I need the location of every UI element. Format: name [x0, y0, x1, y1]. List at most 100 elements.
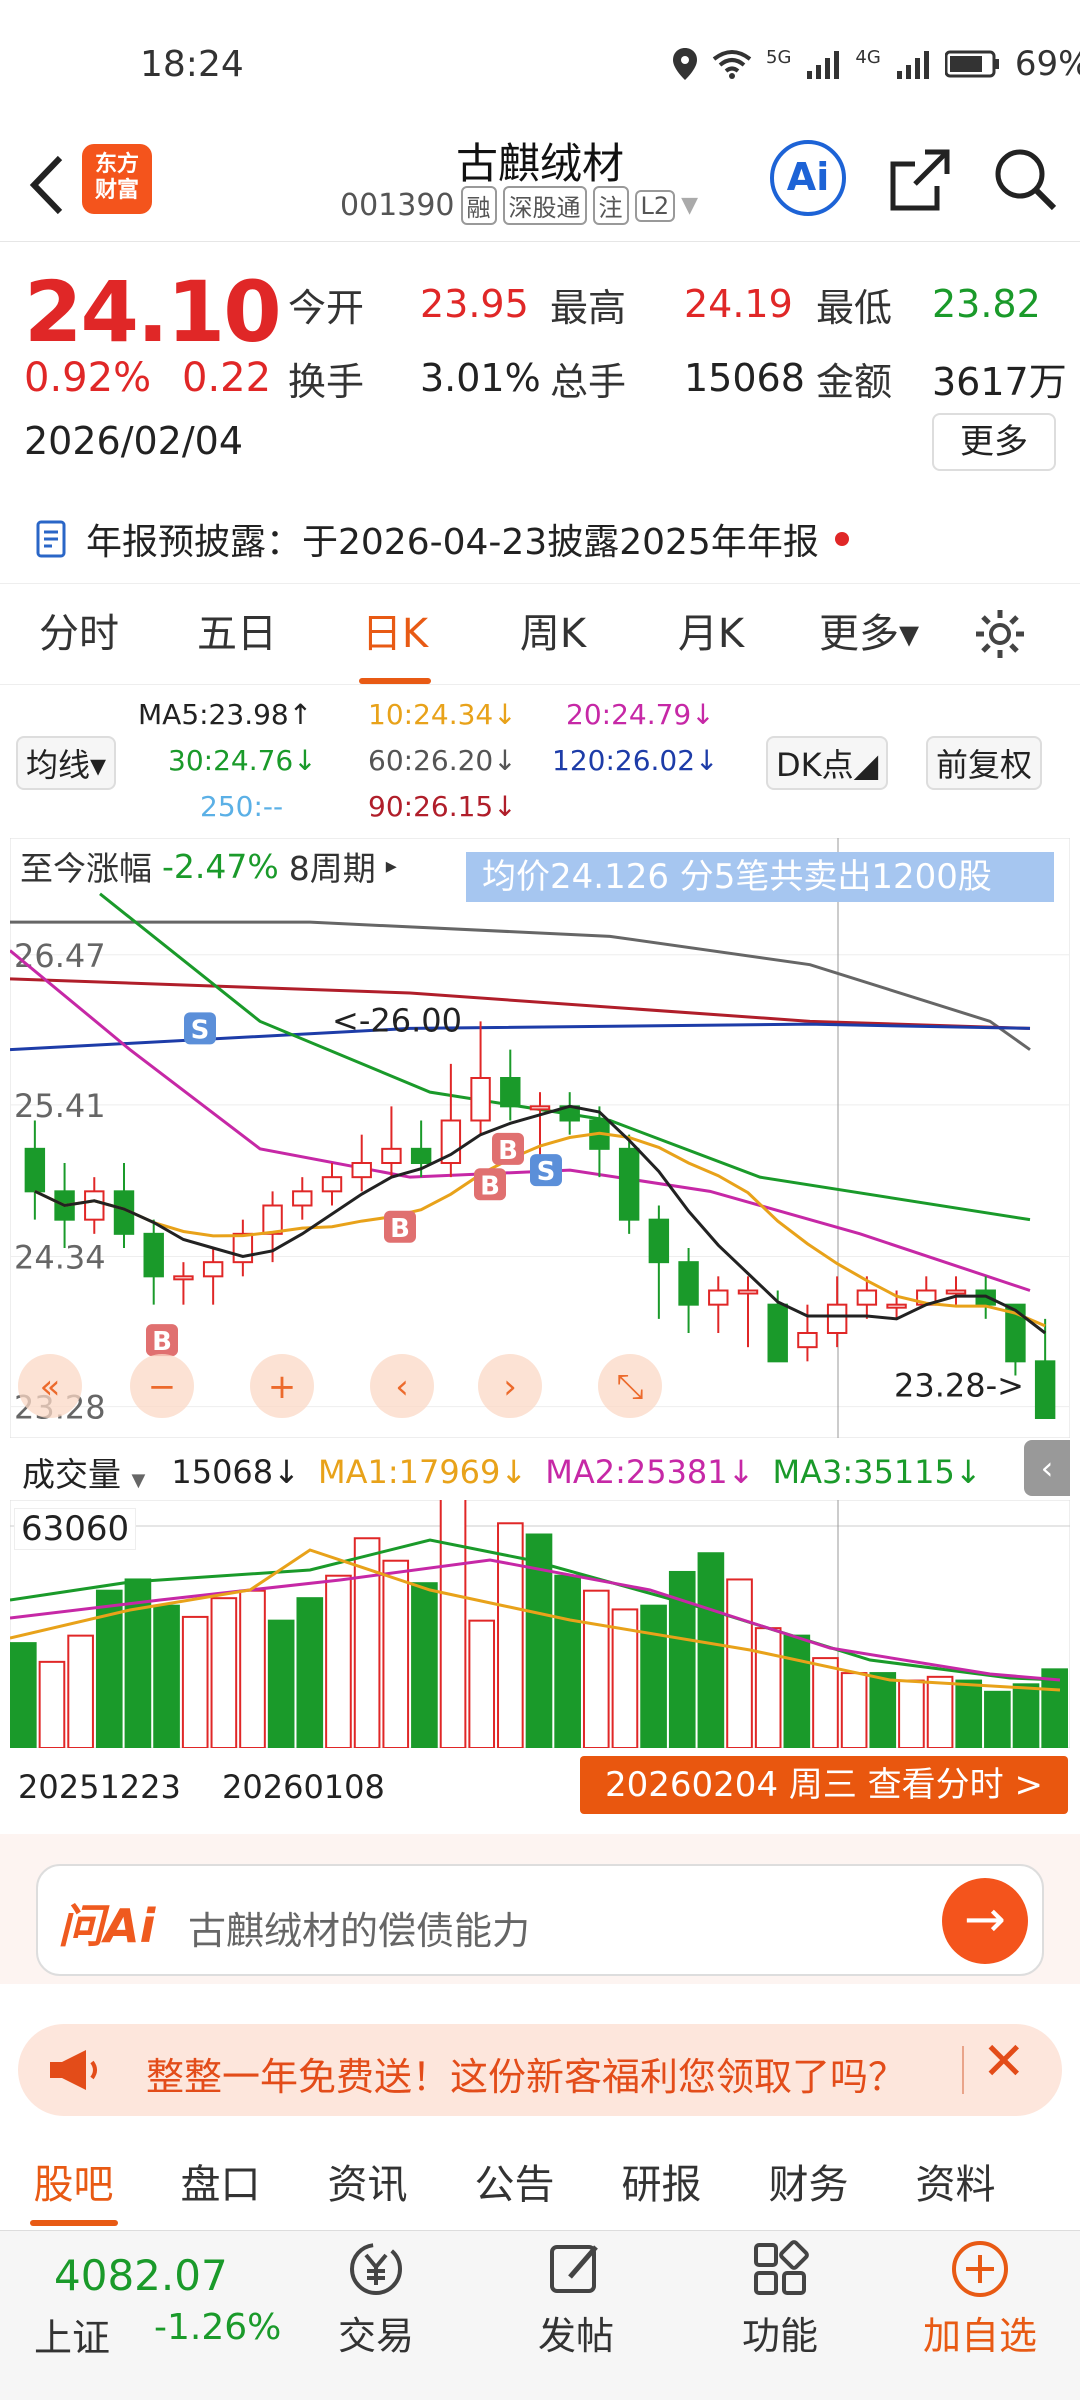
trade-button[interactable]: 交易 [296, 2237, 456, 2360]
tab-weekly-k[interactable]: 周K [519, 611, 587, 657]
stock-name: 古麒绒材 [455, 139, 624, 188]
promo-close-icon[interactable]: ✕ [982, 2032, 1026, 2092]
tab-guba[interactable]: 股吧 [0, 2140, 147, 2230]
ma20-value: 20:24.79↓ [566, 698, 715, 731]
volume-bar [640, 1604, 667, 1748]
chart-nav-control[interactable]: − [130, 1354, 194, 1418]
candle-body [1005, 1303, 1026, 1363]
volume-bar [754, 1627, 782, 1748]
ma-selector-button[interactable]: 均线▾ [16, 736, 117, 790]
ask-ai-submit-button[interactable]: → [942, 1878, 1028, 1964]
candle-body [886, 1303, 907, 1309]
promo-text: 整整一年免费送！这份新客福利您领取了吗？ [146, 2055, 907, 2099]
ma10-value: 10:24.34↓ [368, 698, 517, 731]
trade-marker [146, 1324, 178, 1357]
app-logo[interactable]: 东方 财富 [82, 144, 152, 214]
promo-banner[interactable]: 整整一年免费送！这份新客福利您领取了吗？ ✕ [18, 2024, 1062, 2116]
period-performance[interactable]: 至今涨幅 -2.47% 8周期 ▸ [20, 842, 397, 890]
post-button[interactable]: 发帖 [496, 2237, 656, 2360]
chart-nav-bg [18, 1354, 82, 1418]
tab-monthly-k[interactable]: 月K [677, 611, 745, 657]
stock-code-row[interactable]: 001390 融 深股通 注 L2 ▼ [340, 186, 698, 225]
volume-bar [783, 1634, 811, 1748]
ma5-value: MA5:23.98↑ [138, 698, 313, 731]
volume-chart[interactable] [10, 1500, 1070, 1748]
chart-nav-control[interactable]: ⤡ [598, 1354, 662, 1418]
report-notice[interactable]: 年报预披露：于2026-04-23披露2025年年报 [34, 513, 849, 565]
content-tabs: 股吧 盘口 资讯 公告 研报 财务 资料 [0, 2140, 1080, 2230]
chart-nav-control[interactable]: › [478, 1354, 542, 1418]
notice-text: 年报预披露：于2026-04-23披露2025年年报 [86, 522, 819, 563]
tab-profile[interactable]: 资料 [915, 2162, 996, 2208]
candle-body [797, 1332, 818, 1349]
avg-price-tooltip: 均价24.126 分5笔共卖出1200股 [466, 852, 1054, 902]
chart-nav-icon: ‹ [395, 1367, 409, 1407]
ask-ai-placeholder: 古麒绒材的偿债能力 [188, 1909, 531, 1953]
more-quote-button[interactable]: 更多 [932, 413, 1056, 471]
net-5g-label: 5G [766, 46, 792, 68]
functions-button[interactable]: 功能 [700, 2237, 860, 2360]
view-intraday-button[interactable]: 20260204 周三 查看分时 > [580, 1756, 1068, 1814]
volume-bar [497, 1522, 524, 1748]
volume-label: 总手 [550, 359, 627, 404]
collapse-panel-button[interactable]: ‹ [1024, 1440, 1070, 1496]
share-icon[interactable] [885, 146, 955, 216]
candle-body [618, 1147, 640, 1221]
signal-icon [807, 51, 840, 79]
volume-bar [325, 1574, 352, 1748]
candle-body [143, 1232, 164, 1278]
index-value: 4082.07 [54, 2251, 228, 2300]
ask-ai-input[interactable]: 问Ai 古麒绒材的偿债能力 → [36, 1864, 1044, 1976]
promo-divider [962, 2046, 964, 2094]
volume-bar [181, 1615, 209, 1748]
tab-finance[interactable]: 财务 [768, 2162, 849, 2208]
ma250-value: 250:-- [200, 790, 284, 823]
wifi-icon [712, 50, 752, 79]
tab-intraday[interactable]: 分时 [39, 611, 119, 657]
status-bar: 18:24 5G 4G 69% [0, 0, 1080, 130]
volume-bar [439, 1500, 467, 1748]
chart-nav-control[interactable]: ‹ [370, 1354, 434, 1418]
candle-body [173, 1275, 194, 1281]
kline-chart[interactable]: 26.4725.4124.3423.28<-26.0023.28->SBBBSB… [10, 838, 1070, 1438]
volume-bar [840, 1672, 868, 1748]
volume-legend: 成交量 ▼ 15068↓ MA1:17969↓ MA2:25381↓ MA3:3… [14, 1446, 982, 1498]
dk-point-button[interactable]: DK点◢ [766, 736, 889, 790]
chart-nav-control[interactable]: + [250, 1354, 314, 1418]
megaphone-icon [50, 2050, 97, 2090]
y-tick-label: 25.41 [14, 1087, 106, 1125]
candle-body [737, 1289, 759, 1295]
ma120-value: 120:26.02↓ [552, 744, 719, 777]
quote-grid: 今开 23.95 最高 24.19 最低 23.82 换手 3.01% 总手 1… [288, 267, 1078, 415]
tab-more[interactable]: 更多▾ [818, 611, 920, 657]
tab-announcement[interactable]: 公告 [474, 2162, 555, 2208]
trade-marker-label: S [191, 1015, 210, 1045]
tab-news[interactable]: 资讯 [327, 2162, 408, 2208]
add-watchlist-button[interactable]: 加自选 [900, 2237, 1060, 2360]
volume-max-label: 63060 [14, 1508, 137, 1550]
search-icon[interactable] [990, 144, 1060, 214]
settings-gear-icon[interactable] [970, 604, 1030, 664]
candle-body [292, 1190, 313, 1207]
tab-daily-k[interactable]: 日K [316, 584, 474, 684]
ma-legend: 均线▾ MA5:23.98↑ 10:24.34↓ 20:24.79↓ 30:24… [0, 692, 1080, 832]
volume-bar [955, 1679, 983, 1748]
tab-pankou[interactable]: 盘口 [180, 2162, 261, 2208]
adjust-button[interactable]: 前复权 [926, 736, 1043, 790]
volume-bar [697, 1552, 725, 1748]
candle-body [826, 1303, 848, 1334]
stock-header: 东方 财富 古麒绒材 001390 融 深股通 注 L2 ▼ Ai [0, 130, 1080, 242]
trade-marker-label: B [498, 1136, 518, 1166]
volume-bar [296, 1597, 324, 1748]
trade-marker [474, 1168, 506, 1201]
volume-bar [10, 1642, 37, 1748]
location-icon [673, 48, 697, 80]
tab-five-day[interactable]: 五日 [197, 611, 277, 657]
volume-selector[interactable]: 成交量 ▼ [14, 1446, 154, 1498]
vol-ma1: MA1:17969↓ [317, 1453, 528, 1491]
index-ticker[interactable]: 4082.07 上证 -1.26% [28, 2231, 298, 2400]
chart-nav-control[interactable]: « [18, 1354, 82, 1418]
tab-research[interactable]: 研报 [621, 2162, 702, 2208]
ai-button[interactable]: Ai [770, 140, 846, 216]
back-arrow-icon[interactable] [22, 150, 72, 220]
